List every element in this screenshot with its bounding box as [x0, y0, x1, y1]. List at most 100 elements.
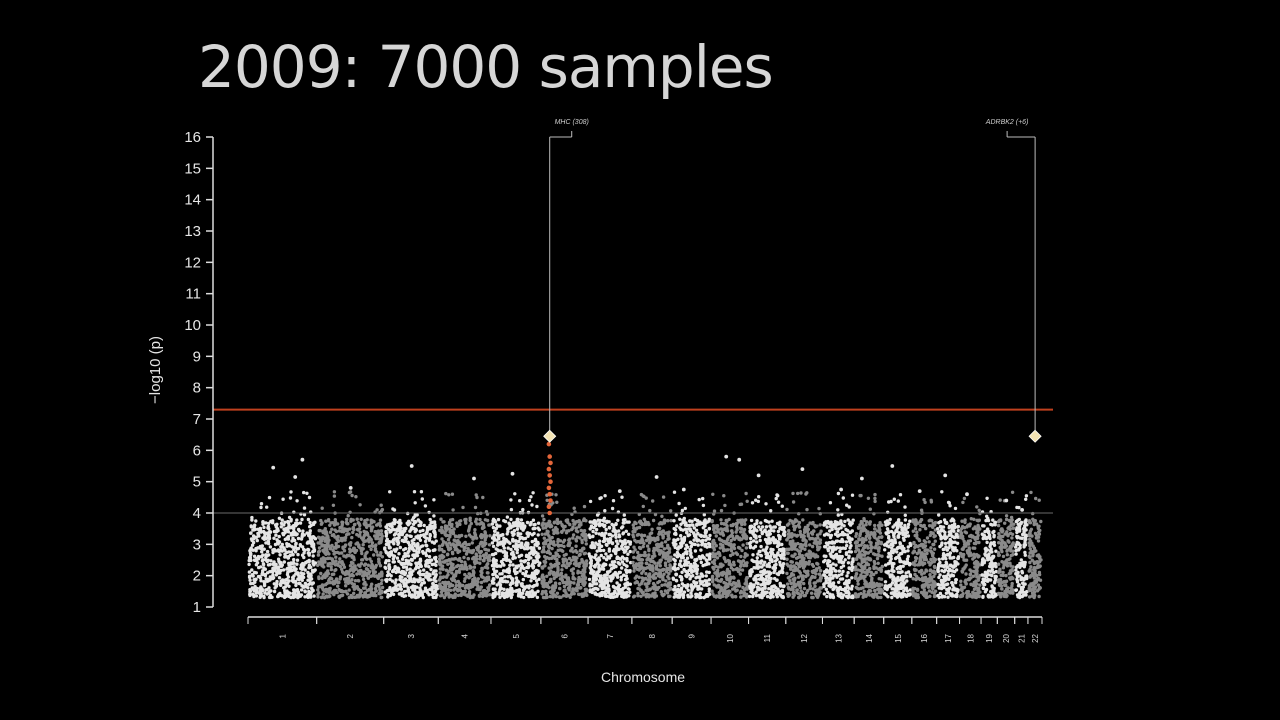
snp-point	[623, 585, 627, 589]
snp-point	[432, 556, 437, 560]
snp-point	[480, 526, 485, 530]
snp-point	[440, 537, 444, 541]
snp-point	[666, 519, 670, 523]
snp-point	[757, 495, 761, 499]
snp-point	[352, 527, 356, 532]
snp-point	[550, 588, 555, 593]
snp-point	[437, 544, 442, 548]
snp-point	[649, 537, 653, 541]
snp-point	[571, 518, 575, 523]
snp-point	[542, 517, 546, 522]
snp-point	[403, 547, 408, 551]
snp-point	[549, 562, 553, 566]
snp-point	[442, 549, 446, 554]
snp-point	[516, 531, 520, 535]
snp-point	[656, 526, 660, 530]
snp-point	[773, 559, 778, 563]
snp-point	[722, 580, 726, 585]
snp-point	[493, 529, 497, 533]
snp-point	[590, 590, 594, 595]
snp-point	[755, 529, 759, 533]
snp-point	[518, 569, 522, 573]
snp-point	[750, 569, 754, 574]
snp-point	[300, 575, 305, 579]
snp-point	[685, 556, 690, 560]
snp-point	[408, 529, 412, 533]
snp-point	[438, 585, 443, 589]
snp-point	[695, 584, 700, 589]
snp-point	[356, 528, 360, 532]
snp-point	[459, 544, 464, 548]
snp-point	[641, 569, 645, 573]
snp-point	[663, 583, 667, 587]
snp-point	[463, 545, 467, 550]
snp-point	[749, 582, 753, 586]
snp-point	[515, 524, 519, 528]
snp-point	[480, 575, 484, 579]
snp-point	[551, 592, 555, 596]
snp-point	[639, 558, 643, 562]
snp-point	[335, 580, 340, 585]
snp-point	[555, 572, 560, 577]
snp-point	[526, 534, 530, 538]
snp-point	[485, 555, 489, 560]
snp-point	[389, 550, 394, 554]
snp-point	[533, 593, 537, 597]
snp-point	[390, 588, 394, 592]
snp-point	[445, 553, 450, 557]
snp-point	[462, 567, 466, 571]
snp-point	[389, 528, 394, 532]
snp-point	[785, 523, 790, 527]
snp-point	[395, 527, 400, 531]
snp-point	[598, 584, 602, 588]
snp-point	[682, 538, 686, 543]
snp-point	[611, 499, 616, 503]
snp-point	[460, 563, 464, 568]
snp-point	[561, 549, 565, 553]
snp-point	[447, 548, 451, 552]
snp-point	[261, 553, 265, 557]
snp-point	[751, 594, 755, 599]
snp-point	[278, 560, 282, 564]
snp-point	[712, 509, 717, 513]
snp-point	[264, 521, 268, 525]
snp-point	[533, 537, 538, 542]
snp-point	[608, 569, 612, 573]
snp-point	[715, 573, 719, 578]
snp-point	[744, 518, 748, 522]
snp-point	[475, 554, 479, 558]
snp-point	[258, 588, 263, 593]
snp-point	[449, 566, 453, 571]
snp-point	[289, 550, 294, 554]
snp-point	[248, 578, 252, 582]
snp-point	[541, 589, 545, 594]
snp-point	[674, 572, 679, 576]
snp-point	[530, 539, 534, 544]
snp-point	[426, 591, 430, 595]
snp-point	[531, 564, 536, 569]
snp-point	[641, 544, 645, 549]
snp-point	[433, 523, 437, 527]
snp-point	[415, 546, 419, 550]
snp-point	[597, 556, 601, 560]
snp-point	[765, 553, 770, 557]
snp-point	[599, 574, 603, 578]
snp-point	[714, 594, 719, 598]
snp-point	[691, 523, 695, 527]
snp-point	[588, 527, 592, 531]
snp-point	[540, 532, 544, 536]
snp-point	[324, 538, 328, 543]
snp-point	[610, 506, 615, 511]
snp-point	[674, 532, 678, 536]
snp-point	[574, 549, 578, 553]
snp-point	[758, 538, 762, 543]
snp-point	[440, 564, 445, 568]
snp-point	[463, 560, 467, 564]
snp-point	[571, 571, 575, 575]
snp-point	[593, 565, 597, 569]
snp-point	[458, 583, 462, 587]
snp-point	[532, 583, 537, 588]
snp-point	[688, 519, 692, 523]
snp-point	[393, 520, 397, 525]
snp-point	[557, 543, 561, 548]
